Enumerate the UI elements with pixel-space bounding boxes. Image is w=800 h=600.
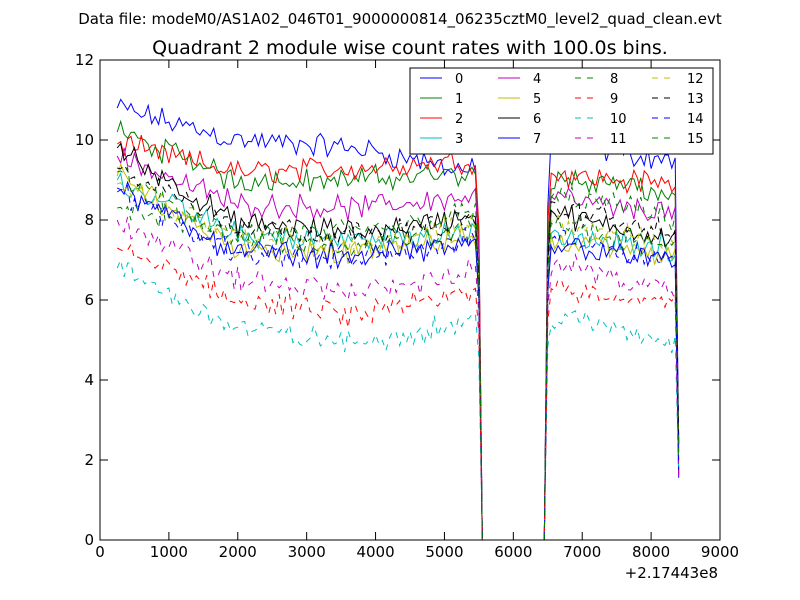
- x-tick-label: 2000: [219, 543, 257, 561]
- y-tick-label: 4: [84, 371, 94, 389]
- legend-label-8: 8: [610, 72, 618, 87]
- x-tick-label: 6000: [494, 543, 532, 561]
- y-tick-label: 2: [84, 451, 94, 469]
- data-file-label: Data file: modeM0/AS1A02_046T01_90000008…: [78, 10, 722, 29]
- legend-label-11: 11: [610, 132, 627, 147]
- y-tick-label: 12: [75, 51, 94, 69]
- chart-title: Quadrant 2 module wise count rates with …: [152, 37, 668, 59]
- legend-label-10: 10: [610, 112, 627, 127]
- legend-label-1: 1: [455, 92, 463, 107]
- x-tick-label: 9000: [701, 543, 739, 561]
- legend-label-2: 2: [455, 112, 463, 127]
- y-tick-label: 8: [84, 211, 94, 229]
- legend-label-0: 0: [455, 72, 463, 87]
- x-tick-label: 0: [95, 543, 105, 561]
- legend-label-3: 3: [455, 132, 463, 147]
- x-axis-offset-label: +2.17443e8: [625, 564, 718, 582]
- legend-label-14: 14: [687, 112, 704, 127]
- legend-label-7: 7: [533, 132, 541, 147]
- x-tick-label: 3000: [288, 543, 326, 561]
- x-tick-label: 7000: [563, 543, 601, 561]
- legend-label-4: 4: [533, 72, 541, 87]
- x-tick-label: 5000: [425, 543, 463, 561]
- legend-label-5: 5: [533, 92, 541, 107]
- x-tick-label: 8000: [632, 543, 670, 561]
- legend-label-13: 13: [687, 92, 704, 107]
- y-tick-label: 0: [84, 531, 94, 549]
- x-tick-label: 4000: [356, 543, 394, 561]
- legend-label-15: 15: [687, 132, 704, 147]
- y-tick-label: 10: [75, 131, 94, 149]
- legend-label-6: 6: [533, 112, 541, 127]
- x-tick-label: 1000: [150, 543, 188, 561]
- legend-label-12: 12: [687, 72, 704, 87]
- y-tick-label: 6: [84, 291, 94, 309]
- legend-label-9: 9: [610, 92, 618, 107]
